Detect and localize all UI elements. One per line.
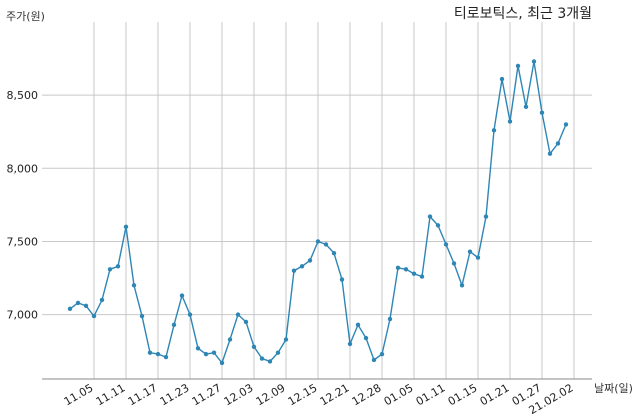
price-point bbox=[259, 356, 265, 361]
price-point bbox=[339, 277, 345, 282]
price-point bbox=[155, 351, 161, 357]
x-tick-label: 01.05 bbox=[382, 381, 416, 408]
x-tick-label: 01.15 bbox=[446, 381, 480, 408]
price-point bbox=[531, 59, 537, 64]
price-point bbox=[251, 344, 257, 350]
x-tick-label: 11.17 bbox=[126, 381, 160, 408]
price-point bbox=[67, 306, 73, 311]
price-point bbox=[363, 335, 369, 341]
x-tick-label: 12.21 bbox=[318, 381, 352, 408]
price-series bbox=[67, 59, 569, 366]
price-point bbox=[315, 239, 321, 244]
price-point bbox=[451, 261, 457, 266]
price-point bbox=[507, 119, 513, 124]
price-point bbox=[227, 337, 233, 342]
price-point bbox=[459, 283, 465, 288]
price-point bbox=[243, 319, 249, 325]
x-tick-label: 11.11 bbox=[94, 381, 128, 408]
price-point bbox=[179, 293, 185, 298]
price-point bbox=[235, 312, 241, 317]
price-point bbox=[395, 265, 401, 271]
price-point bbox=[371, 357, 377, 363]
price-point bbox=[323, 242, 329, 247]
price-point bbox=[291, 268, 297, 273]
price-point bbox=[355, 322, 361, 328]
y-tick-label: 8,500 bbox=[7, 89, 39, 102]
price-point bbox=[539, 110, 545, 115]
price-point bbox=[403, 267, 409, 272]
price-point bbox=[139, 313, 145, 319]
price-point bbox=[443, 242, 449, 247]
price-point bbox=[331, 250, 337, 256]
price-point bbox=[499, 76, 505, 82]
price-point bbox=[283, 337, 289, 342]
price-point bbox=[467, 249, 473, 254]
price-point bbox=[123, 224, 129, 230]
y-tick-labels: 7,000 7,500 8,000 8,500 bbox=[7, 89, 39, 321]
price-point bbox=[555, 141, 561, 146]
price-point bbox=[131, 283, 137, 288]
price-point bbox=[379, 351, 385, 357]
x-axis-label: 날짜(일) bbox=[594, 381, 633, 395]
x-tick-label: 01.11 bbox=[414, 381, 448, 408]
price-point bbox=[267, 359, 273, 364]
price-point bbox=[347, 341, 353, 347]
price-point bbox=[563, 122, 569, 127]
price-point bbox=[91, 313, 97, 319]
y-tick-label: 8,000 bbox=[7, 162, 39, 175]
x-tick-label: 12.09 bbox=[254, 381, 288, 408]
price-point bbox=[163, 354, 169, 360]
x-tick-labels: 11.0511.1111.1711.2311.2712.0312.0912.15… bbox=[62, 381, 576, 417]
price-point bbox=[307, 258, 313, 263]
chart-title: 티로보틱스, 최근 3개월 bbox=[454, 6, 592, 22]
price-point bbox=[411, 271, 417, 276]
y-tick-label: 7,000 bbox=[7, 309, 39, 322]
price-point bbox=[187, 312, 193, 317]
price-point bbox=[203, 351, 209, 357]
price-point bbox=[211, 350, 217, 355]
price-point bbox=[171, 322, 177, 328]
price-point bbox=[219, 360, 225, 366]
x-tick-label: 12.15 bbox=[286, 381, 320, 408]
grid-lines bbox=[42, 22, 592, 379]
price-point bbox=[483, 214, 489, 219]
x-tick-label: 12.03 bbox=[222, 381, 256, 408]
price-point bbox=[387, 316, 393, 322]
price-point bbox=[547, 151, 553, 156]
price-point bbox=[83, 303, 89, 309]
price-point bbox=[427, 214, 433, 219]
x-tick-label: 11.23 bbox=[158, 381, 192, 408]
price-point bbox=[435, 223, 441, 228]
price-point bbox=[515, 63, 521, 69]
x-tick-label: 12.28 bbox=[350, 381, 384, 408]
y-tick-label: 7,500 bbox=[7, 235, 39, 248]
price-point bbox=[523, 104, 529, 110]
x-tick-label: 01.21 bbox=[478, 381, 512, 408]
price-point bbox=[275, 350, 281, 355]
price-point bbox=[115, 264, 121, 269]
y-axis-label: 주가(원) bbox=[6, 10, 45, 23]
x-tick-label: 11.27 bbox=[190, 381, 224, 408]
price-point bbox=[99, 297, 105, 303]
price-point bbox=[475, 255, 481, 260]
price-point bbox=[299, 264, 305, 269]
price-point bbox=[491, 128, 497, 133]
x-tick-label: 11.05 bbox=[62, 381, 96, 408]
price-point bbox=[195, 346, 201, 351]
price-point bbox=[107, 267, 113, 272]
price-point bbox=[147, 350, 153, 355]
price-point bbox=[419, 274, 425, 279]
price-point bbox=[75, 300, 81, 306]
